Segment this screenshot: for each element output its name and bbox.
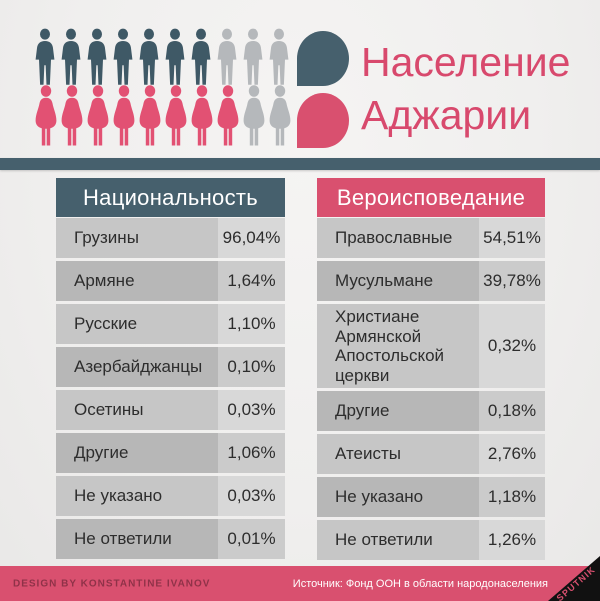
row-label: Не ответили [317,520,479,560]
row-label: Не указано [317,477,479,517]
male-person-icon [241,26,265,88]
female-person-icon [189,85,215,147]
table-row: Армяне 1,64% [56,261,285,301]
male-icon-row [33,26,291,88]
row-label: Атеисты [317,434,479,474]
male-person-icon [163,26,187,88]
row-value: 2,76% [479,434,545,474]
female-person-icon [163,85,189,147]
table-row: Атеисты 2,76% [317,434,545,474]
row-value: 96,04% [218,218,285,258]
female-person-icon [59,85,85,147]
row-label: Армяне [56,261,218,301]
row-label: Христиане Армянской Апостольской церкви [317,304,479,388]
row-label: Осетины [56,390,218,430]
source-text: Источник: Фонд ООН в области народонасел… [292,577,548,590]
row-value: 39,78% [479,261,545,301]
speech-bubble-dark-icon [297,31,349,86]
table-row: Не ответили 1,26% [317,520,545,560]
female-person-icon [111,85,137,147]
male-person-icon [33,26,57,88]
row-label: Не ответили [56,519,218,559]
row-label: Азербайджанцы [56,347,218,387]
footer-bar: DESIGN BY KONSTANTINE IVANOV Источник: Ф… [0,566,600,601]
nationality-table-header: Национальность [56,178,285,217]
table-row: Другие 1,06% [56,433,285,473]
row-value: 1,64% [218,261,285,301]
row-value: 0,18% [479,391,545,431]
row-value: 0,03% [218,390,285,430]
table-row: Осетины 0,03% [56,390,285,430]
speech-bubble-pink-icon [297,93,349,148]
table-row: Другие 0,18% [317,391,545,431]
row-label: Мусульмане [317,261,479,301]
row-value: 0,01% [218,519,285,559]
nationality-table: Национальность Грузины 96,04% Армяне 1,64% Р… [56,178,285,562]
religion-table: Вероисповедание Православные 54,51% Мусуль… [317,178,545,563]
page-title-line2: Аджарии [361,92,532,138]
female-person-icon [241,85,267,147]
male-person-icon [111,26,135,88]
row-label: Не указано [56,476,218,516]
sputnik-ribbon: SPUTNIK [548,556,600,601]
female-person-icon [215,85,241,147]
ribbon-triangle [548,556,600,601]
male-person-icon [267,26,291,88]
female-person-icon [267,85,293,147]
table-row: Не указано 1,18% [317,477,545,517]
table-row: Русские 1,10% [56,304,285,344]
row-value: 1,06% [218,433,285,473]
row-label: Другие [317,391,479,431]
row-label: Православные [317,218,479,258]
female-person-icon [85,85,111,147]
row-value: 0,03% [218,476,285,516]
table-row: Азербайджанцы 0,10% [56,347,285,387]
table-row: Христиане Армянской Апостольской церкви 0… [317,304,545,388]
row-value: 0,10% [218,347,285,387]
table-row: Мусульмане 39,78% [317,261,545,301]
religion-table-header: Вероисповедание [317,178,545,217]
row-label: Другие [56,433,218,473]
table-row: Православные 54,51% [317,218,545,258]
page-title-line1: Население [361,39,571,85]
designer-credit: DESIGN BY KONSTANTINE IVANOV [13,578,211,589]
male-person-icon [85,26,109,88]
row-label: Грузины [56,218,218,258]
row-value: 1,26% [479,520,545,560]
row-value: 1,18% [479,477,545,517]
page-title: Население Аджарии [361,36,570,142]
female-person-icon [33,85,59,147]
row-label: Русские [56,304,218,344]
row-value: 54,51% [479,218,545,258]
female-icon-row [33,85,293,147]
male-person-icon [215,26,239,88]
male-person-icon [137,26,161,88]
divider-bar [0,158,600,170]
row-value: 1,10% [218,304,285,344]
male-person-icon [59,26,83,88]
male-person-icon [189,26,213,88]
nationality-table-rows: Грузины 96,04% Армяне 1,64% Русские 1,10% Азер… [56,218,285,559]
table-row: Не ответили 0,01% [56,519,285,559]
female-person-icon [137,85,163,147]
table-row: Не указано 0,03% [56,476,285,516]
table-row: Грузины 96,04% [56,218,285,258]
religion-table-rows: Православные 54,51% Мусульмане 39,78% Христи… [317,218,545,560]
row-value: 0,32% [479,304,545,388]
